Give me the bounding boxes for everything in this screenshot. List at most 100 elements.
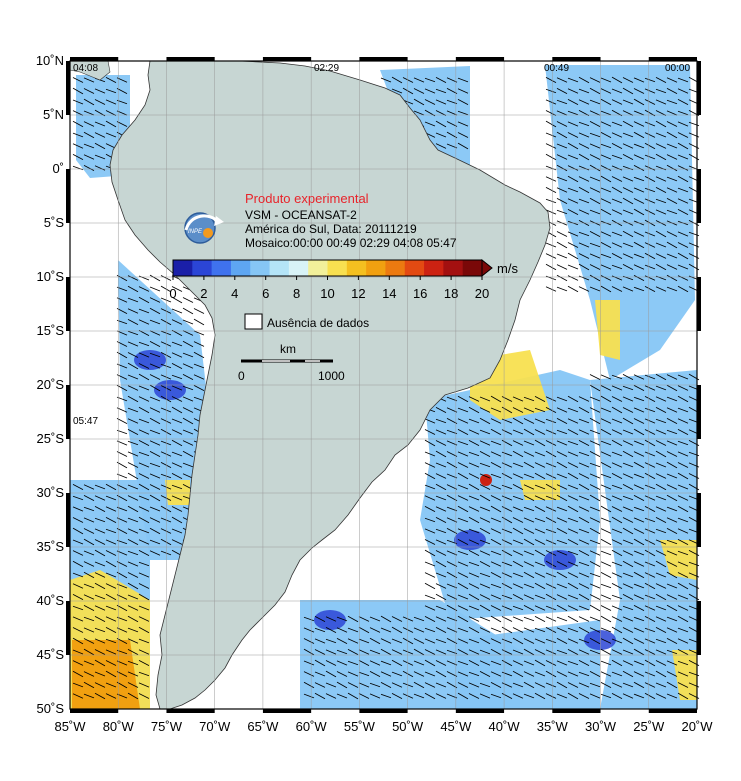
- wind-vector: [622, 385, 634, 391]
- colorbar-tick-label: 4: [231, 286, 238, 301]
- wind-vector: [446, 121, 458, 127]
- wind-vector: [633, 538, 645, 546]
- wind-vector: [677, 132, 689, 138]
- wind-vector: [644, 517, 656, 523]
- wind-vector: [83, 143, 95, 149]
- wind-vector: [523, 440, 535, 446]
- wind-vector: [149, 374, 161, 380]
- wind-vector: [578, 682, 590, 688]
- wind-vector: [160, 363, 172, 369]
- wind-vector: [589, 187, 601, 193]
- wind-vector: [138, 418, 150, 424]
- wind-vector: [468, 451, 480, 457]
- wind-vector: [314, 659, 326, 667]
- wind-vector: [589, 583, 601, 589]
- wind-vector: [556, 264, 568, 270]
- wind-vector: [182, 363, 194, 369]
- wind-vector: [523, 494, 535, 502]
- wind-vector: [501, 671, 513, 677]
- wind-vector: [523, 693, 535, 699]
- wind-vector: [600, 208, 612, 216]
- wind-vector: [424, 615, 436, 623]
- wind-vector: [83, 164, 95, 172]
- wind-vector: [633, 164, 645, 172]
- wind-vector: [83, 538, 95, 546]
- wind-vector: [523, 473, 535, 479]
- wind-vector: [83, 671, 95, 677]
- frame-segment: [166, 57, 215, 61]
- wind-vector: [567, 594, 579, 600]
- wind-vector: [611, 396, 623, 402]
- wind-vector: [556, 550, 568, 556]
- wind-vector: [149, 473, 161, 479]
- wind-vector: [600, 528, 612, 534]
- wind-vector: [523, 594, 535, 600]
- frame-segment: [66, 169, 70, 223]
- wind-vector: [512, 627, 524, 633]
- wind-vector: [116, 307, 128, 315]
- wind-vector: [677, 428, 689, 436]
- wind-vector: [578, 473, 590, 479]
- wind-vector: [644, 77, 656, 83]
- wind-vector: [149, 274, 161, 282]
- wind-vector: [677, 692, 689, 700]
- wind-vector: [347, 615, 359, 623]
- wind-vector: [578, 638, 590, 644]
- wind-vector: [116, 506, 128, 512]
- wind-vector: [644, 395, 656, 403]
- wind-vector: [589, 120, 601, 128]
- wind-vector: [578, 186, 590, 194]
- wind-vector: [127, 582, 139, 590]
- wind-vector: [666, 264, 678, 270]
- frame-segment: [70, 57, 119, 61]
- wind-vector: [633, 660, 645, 666]
- wind-vector: [655, 143, 667, 149]
- wind-vector: [479, 550, 491, 556]
- wind-vector: [545, 539, 557, 545]
- wind-vector: [600, 517, 612, 523]
- wind-vector: [666, 461, 678, 469]
- wind-vector: [611, 671, 623, 677]
- wind-vector: [479, 527, 491, 535]
- wind-vector: [468, 638, 480, 644]
- wind-vector: [105, 638, 117, 644]
- wind-vector: [116, 407, 128, 413]
- wind-vector: [677, 594, 689, 600]
- wind-vector: [391, 626, 403, 634]
- wind-vector: [446, 110, 458, 116]
- wind-vector: [105, 660, 117, 666]
- wind-vector: [611, 528, 623, 534]
- wind-vector: [94, 495, 106, 501]
- wind-vector: [182, 307, 194, 315]
- wind-vector: [490, 418, 502, 424]
- wind-vector: [589, 473, 601, 479]
- wind-vector: [72, 120, 84, 128]
- wind-vector: [556, 637, 568, 645]
- wind-vector: [523, 418, 535, 424]
- wind-vector: [490, 638, 502, 644]
- wind-vector: [435, 583, 447, 589]
- wind-vector: [677, 615, 689, 623]
- wind-vector: [336, 693, 348, 699]
- wind-vector: [545, 286, 557, 292]
- wind-vector: [116, 286, 128, 292]
- wind-vector: [457, 142, 469, 150]
- wind-vector: [490, 550, 502, 556]
- wind-vector: [446, 604, 458, 612]
- wind-vector: [523, 627, 535, 633]
- wind-vector: [105, 539, 117, 545]
- central-america-landmass: [69, 60, 111, 81]
- wind-vector: [578, 76, 590, 84]
- wind-vector: [457, 484, 469, 490]
- wind-vector: [578, 396, 590, 402]
- wind-vector: [127, 308, 139, 314]
- wind-vector: [171, 308, 183, 314]
- wind-vector: [545, 583, 557, 589]
- wind-vector: [446, 396, 458, 402]
- wind-vector: [633, 484, 645, 490]
- wind-vector: [545, 560, 557, 568]
- wind-vector: [655, 198, 667, 204]
- wind-vector: [666, 121, 678, 127]
- wind-vector: [105, 649, 117, 655]
- wind-vector: [468, 539, 480, 545]
